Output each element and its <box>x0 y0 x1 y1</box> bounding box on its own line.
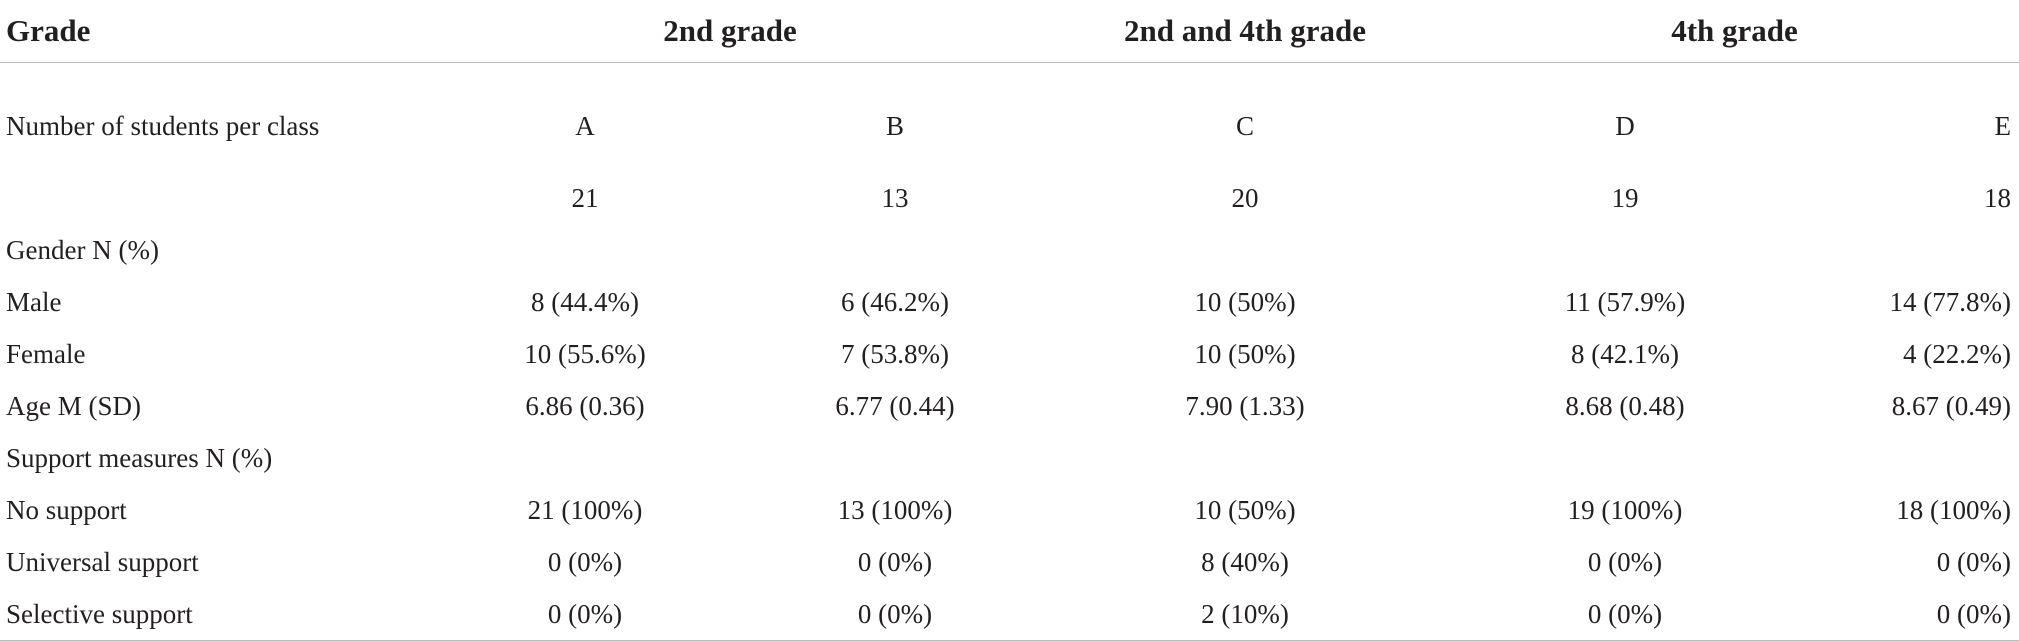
table-cell: 19 (100%) <box>1567 494 1683 525</box>
table-cell: 0 (0%) <box>1936 546 2012 577</box>
table-cell: 0 (0%) <box>1587 546 1663 577</box>
grade-header: Grade <box>0 0 420 63</box>
table-cell: 7 (53.8%) <box>841 338 949 369</box>
group-header-2nd-and-4th-grade: 2nd and 4th grade <box>1040 0 1450 63</box>
table-cell: 13 (100%) <box>837 494 953 525</box>
class-d-header: D <box>1615 111 1635 141</box>
table-cell: 7.90 (1.33) <box>1185 390 1305 421</box>
table-cell: 0 (0%) <box>547 546 623 577</box>
table-cell: 0 (0%) <box>1450 588 1800 641</box>
table-cell: 8 (40%) <box>1201 546 1289 577</box>
table-cell: 11 (57.9%) <box>1564 286 1686 317</box>
table-cell: 8.68 (0.48) <box>1565 390 1685 421</box>
table-cell: 21 (100%) <box>527 494 643 525</box>
table-cell: 8 (42.1%) <box>1571 338 1679 369</box>
table-cell: 8.67 (0.49) <box>1891 390 2012 421</box>
support-section-label: Support measures N (%) <box>6 442 273 473</box>
table-cell: 0 (0%) <box>420 588 750 641</box>
class-a-header: A <box>575 111 595 141</box>
row-label: Female <box>6 338 86 369</box>
table-cell: 6 (46.2%) <box>841 286 949 317</box>
class-e-header: E <box>1994 111 2012 141</box>
table-cell: 8 (44.4%) <box>531 286 639 317</box>
table-cell: 2 (10%) <box>1040 588 1450 641</box>
table-cell: 14 (77.8%) <box>1889 286 2012 317</box>
table-cell: 6.77 (0.44) <box>835 390 955 421</box>
table-cell: 0 (0%) <box>857 546 933 577</box>
row-label: Male <box>6 286 62 317</box>
table-row: Female 10 (55.6%) 7 (53.8%) 10 (50%) 8 (… <box>0 328 2019 380</box>
table-row: Age M (SD) 6.86 (0.36) 6.77 (0.44) 7.90 … <box>0 380 2019 432</box>
table-cell: 0 (0%) <box>750 588 1040 641</box>
class-c-count: 20 <box>1231 182 1259 213</box>
section-header-row: Gender N (%) <box>0 224 2019 276</box>
table-row: Universal support 0 (0%) 0 (0%) 8 (40%) … <box>0 536 2019 588</box>
row-label: Age M (SD) <box>6 390 141 421</box>
class-b-count: 13 <box>881 182 909 213</box>
class-b-header: B <box>885 111 904 141</box>
student-count-row: 21 13 20 19 18 <box>0 172 2019 224</box>
table-row: Selective support 0 (0%) 0 (0%) 2 (10%) … <box>0 588 2019 641</box>
section-header-row: Support measures N (%) <box>0 432 2019 484</box>
row-label: Selective support <box>0 588 420 641</box>
table-cell: 18 (100%) <box>1896 494 2012 525</box>
table-row: No support 21 (100%) 13 (100%) 10 (50%) … <box>0 484 2019 536</box>
empty-label-cell <box>0 172 420 224</box>
table-row: Male 8 (44.4%) 6 (46.2%) 10 (50%) 11 (57… <box>0 276 2019 328</box>
table-cell: 10 (50%) <box>1194 494 1296 525</box>
table-cell: 10 (50%) <box>1194 286 1296 317</box>
row-label: Universal support <box>6 546 199 577</box>
table-cell: 0 (0%) <box>1800 588 2019 641</box>
students-per-class-label: Number of students per class <box>6 111 320 141</box>
table-cell: 10 (55.6%) <box>524 338 646 369</box>
header-row: Grade 2nd grade 2nd and 4th grade 4th gr… <box>0 0 2019 63</box>
gender-section-label: Gender N (%) <box>6 234 159 265</box>
class-c-header: C <box>1235 111 1254 141</box>
class-e-count: 18 <box>1984 182 2012 213</box>
table-cell: 4 (22.2%) <box>1903 338 2012 369</box>
class-a-count: 21 <box>571 182 599 213</box>
row-label: No support <box>6 494 127 525</box>
class-letter-row: Number of students per class A B C D E <box>0 63 2019 173</box>
table-cell: 6.86 (0.36) <box>525 390 645 421</box>
table-cell: 10 (50%) <box>1194 338 1296 369</box>
group-header-2nd-grade: 2nd grade <box>420 0 1040 63</box>
group-header-4th-grade: 4th grade <box>1450 0 2019 63</box>
class-d-count: 19 <box>1611 182 1639 213</box>
